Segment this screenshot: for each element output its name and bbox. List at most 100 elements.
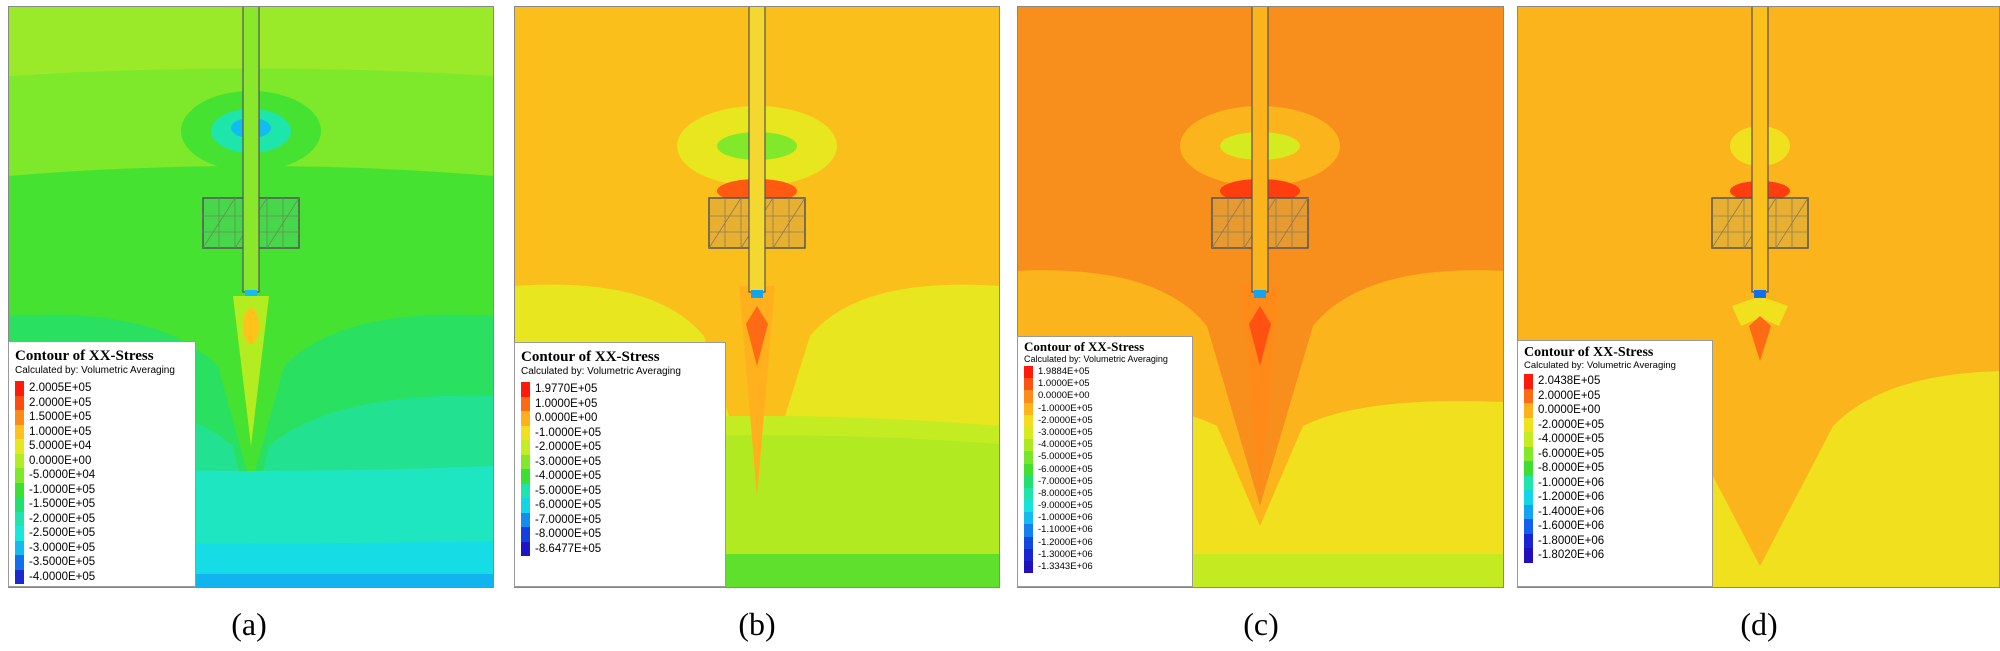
legend-label: -1.8020E+06 [1538, 549, 1605, 561]
legend-swatch [1024, 402, 1033, 415]
legend-swatch [1024, 548, 1033, 561]
legend-label: 0.0000E+00 [1038, 390, 1090, 402]
legend-swatch [1524, 490, 1533, 505]
legend-label: 1.0000E+05 [535, 397, 598, 410]
legend-entry: -4.0000E+05 [521, 469, 719, 484]
legend-label: -2.0000E+05 [29, 512, 96, 525]
legend-a: Contour of XX-Stress Calculated by: Volu… [8, 341, 196, 587]
legend-label: -1.2000E+06 [1538, 491, 1605, 503]
legend-entry: -8.0000E+05 [521, 527, 719, 542]
legend-label: 0.0000E+00 [29, 454, 92, 467]
legend-swatch [521, 396, 530, 411]
anchor-rod-tip [1254, 290, 1266, 298]
legend-label: -8.0000E+05 [535, 528, 602, 540]
stress-zone [746, 306, 768, 366]
legend-swatch [1524, 533, 1533, 548]
legend-subtitle: Calculated by: Volumetric Averaging [521, 366, 681, 377]
legend-entry: -1.5000E+05 [15, 497, 189, 512]
legend-entry: -1.0000E+05 [521, 425, 719, 440]
anchor-rod-tip [751, 290, 763, 298]
legend-swatch [1524, 519, 1533, 534]
legend-entries: 2.0438E+05 2.0000E+05 0.0000E+00 -2.0000E+0… [1524, 374, 1706, 563]
legend-entry: -1.3000E+06 [1024, 548, 1186, 561]
legend-label: 1.5000E+05 [29, 411, 92, 423]
legend-label: -6.0000E+05 [1038, 463, 1093, 475]
legend-label: -5.0000E+04 [29, 469, 96, 481]
legend-swatch [521, 425, 530, 440]
anchor-rod-tip [245, 290, 257, 296]
legend-label: -2.0000E+05 [1538, 418, 1605, 431]
legend-entry: 2.0005E+05 [15, 381, 189, 396]
legend-swatch [1524, 417, 1533, 432]
legend-label: -1.8000E+06 [1538, 534, 1605, 547]
legend-swatch [521, 541, 530, 556]
stress-zone [1249, 306, 1271, 366]
legend-title: Contour of XX-Stress [521, 349, 660, 365]
legend-swatch [1024, 536, 1033, 549]
legend-entry: -4.0000E+05 [1024, 439, 1186, 452]
legend-entry: 0.0000E+00 [521, 411, 719, 426]
plot-border [1017, 6, 1504, 588]
legend-entry: -8.0000E+05 [1524, 461, 1706, 476]
legend-swatch [1024, 366, 1033, 379]
legend-swatch [15, 468, 24, 483]
legend-label: 0.0000E+00 [1538, 404, 1601, 416]
legend-entry: -1.8020E+06 [1524, 548, 1706, 563]
legend-label: -1.5000E+05 [29, 498, 96, 510]
legend-entry: -1.6000E+06 [1524, 519, 1706, 534]
legend-title: Contour of XX-Stress [1024, 339, 1145, 354]
legend-swatch [521, 382, 530, 397]
caption-a: (a) [231, 606, 267, 642]
legend-swatch [15, 511, 24, 526]
legend-swatch [521, 483, 530, 498]
legend-label: -1.6000E+06 [1538, 520, 1605, 532]
legend-entry: -4.0000E+05 [1524, 432, 1706, 447]
legend-entry: 0.0000E+00 [1524, 403, 1706, 418]
stress-zone [1732, 296, 1788, 326]
legend-entry: -5.0000E+05 [1024, 451, 1186, 464]
legend-swatch [521, 498, 530, 513]
legend-swatch [15, 497, 24, 512]
legend-entry: -1.2000E+06 [1524, 490, 1706, 505]
legend-entry: 0.0000E+00 [15, 453, 189, 468]
legend-entry: 1.0000E+05 [521, 396, 719, 411]
stress-zone [1242, 286, 1278, 496]
legend-subtitle: Calculated by: Volumetric Averaging [15, 365, 175, 376]
legend-entry: -3.0000E+05 [1024, 426, 1186, 440]
legend-entry: -4.0000E+05 [15, 569, 189, 584]
legend-entry: -2.0000E+05 [1524, 417, 1706, 432]
contour-plot-c [1017, 6, 1504, 588]
legend-swatch [1524, 475, 1533, 490]
legend-label: -3.0000E+05 [29, 541, 96, 554]
legend-swatch [1024, 487, 1033, 501]
legend-entry: -8.6477E+05 [521, 541, 719, 556]
legend-label: -1.0000E+05 [29, 483, 96, 496]
legend-label: -4.0000E+05 [1038, 439, 1093, 451]
legend-entry: -7.0000E+05 [1024, 475, 1186, 488]
legend-label: -1.3343E+06 [1038, 561, 1093, 572]
anchor-rod [242, 6, 260, 293]
legend-entry: -1.2000E+06 [1024, 536, 1186, 549]
legend-entry: -1.0000E+06 [1524, 475, 1706, 490]
legend-swatch [1524, 461, 1533, 476]
legend-entry: -3.5000E+05 [15, 555, 189, 570]
legend-swatch [15, 410, 24, 425]
legend-entry: -2.0000E+05 [1024, 414, 1186, 427]
legend-entry: -6.0000E+05 [1024, 463, 1186, 476]
legend-entry: -1.0000E+05 [1024, 402, 1186, 415]
legend-label: -5.0000E+05 [535, 484, 602, 497]
legend-swatch [1024, 426, 1033, 440]
legend-label: -1.1000E+06 [1038, 524, 1093, 536]
legend-subtitle: Calculated by: Volumetric Averaging [1024, 354, 1168, 364]
legend-entry: -2.5000E+05 [15, 526, 189, 541]
legend-entry: -9.0000E+05 [1024, 500, 1186, 513]
legend-entry: -3.0000E+05 [521, 454, 719, 469]
legend-label: -3.5000E+05 [29, 556, 96, 568]
plot-border [8, 6, 494, 588]
legend-swatch [521, 512, 530, 527]
legend-entry: 0.0000E+00 [1024, 390, 1186, 403]
legend-label: 1.9884E+05 [1038, 366, 1090, 377]
legend-label: 5.0000E+04 [29, 440, 92, 452]
legend-label: -1.0000E+06 [1038, 512, 1093, 524]
legend-swatch [1524, 374, 1533, 389]
